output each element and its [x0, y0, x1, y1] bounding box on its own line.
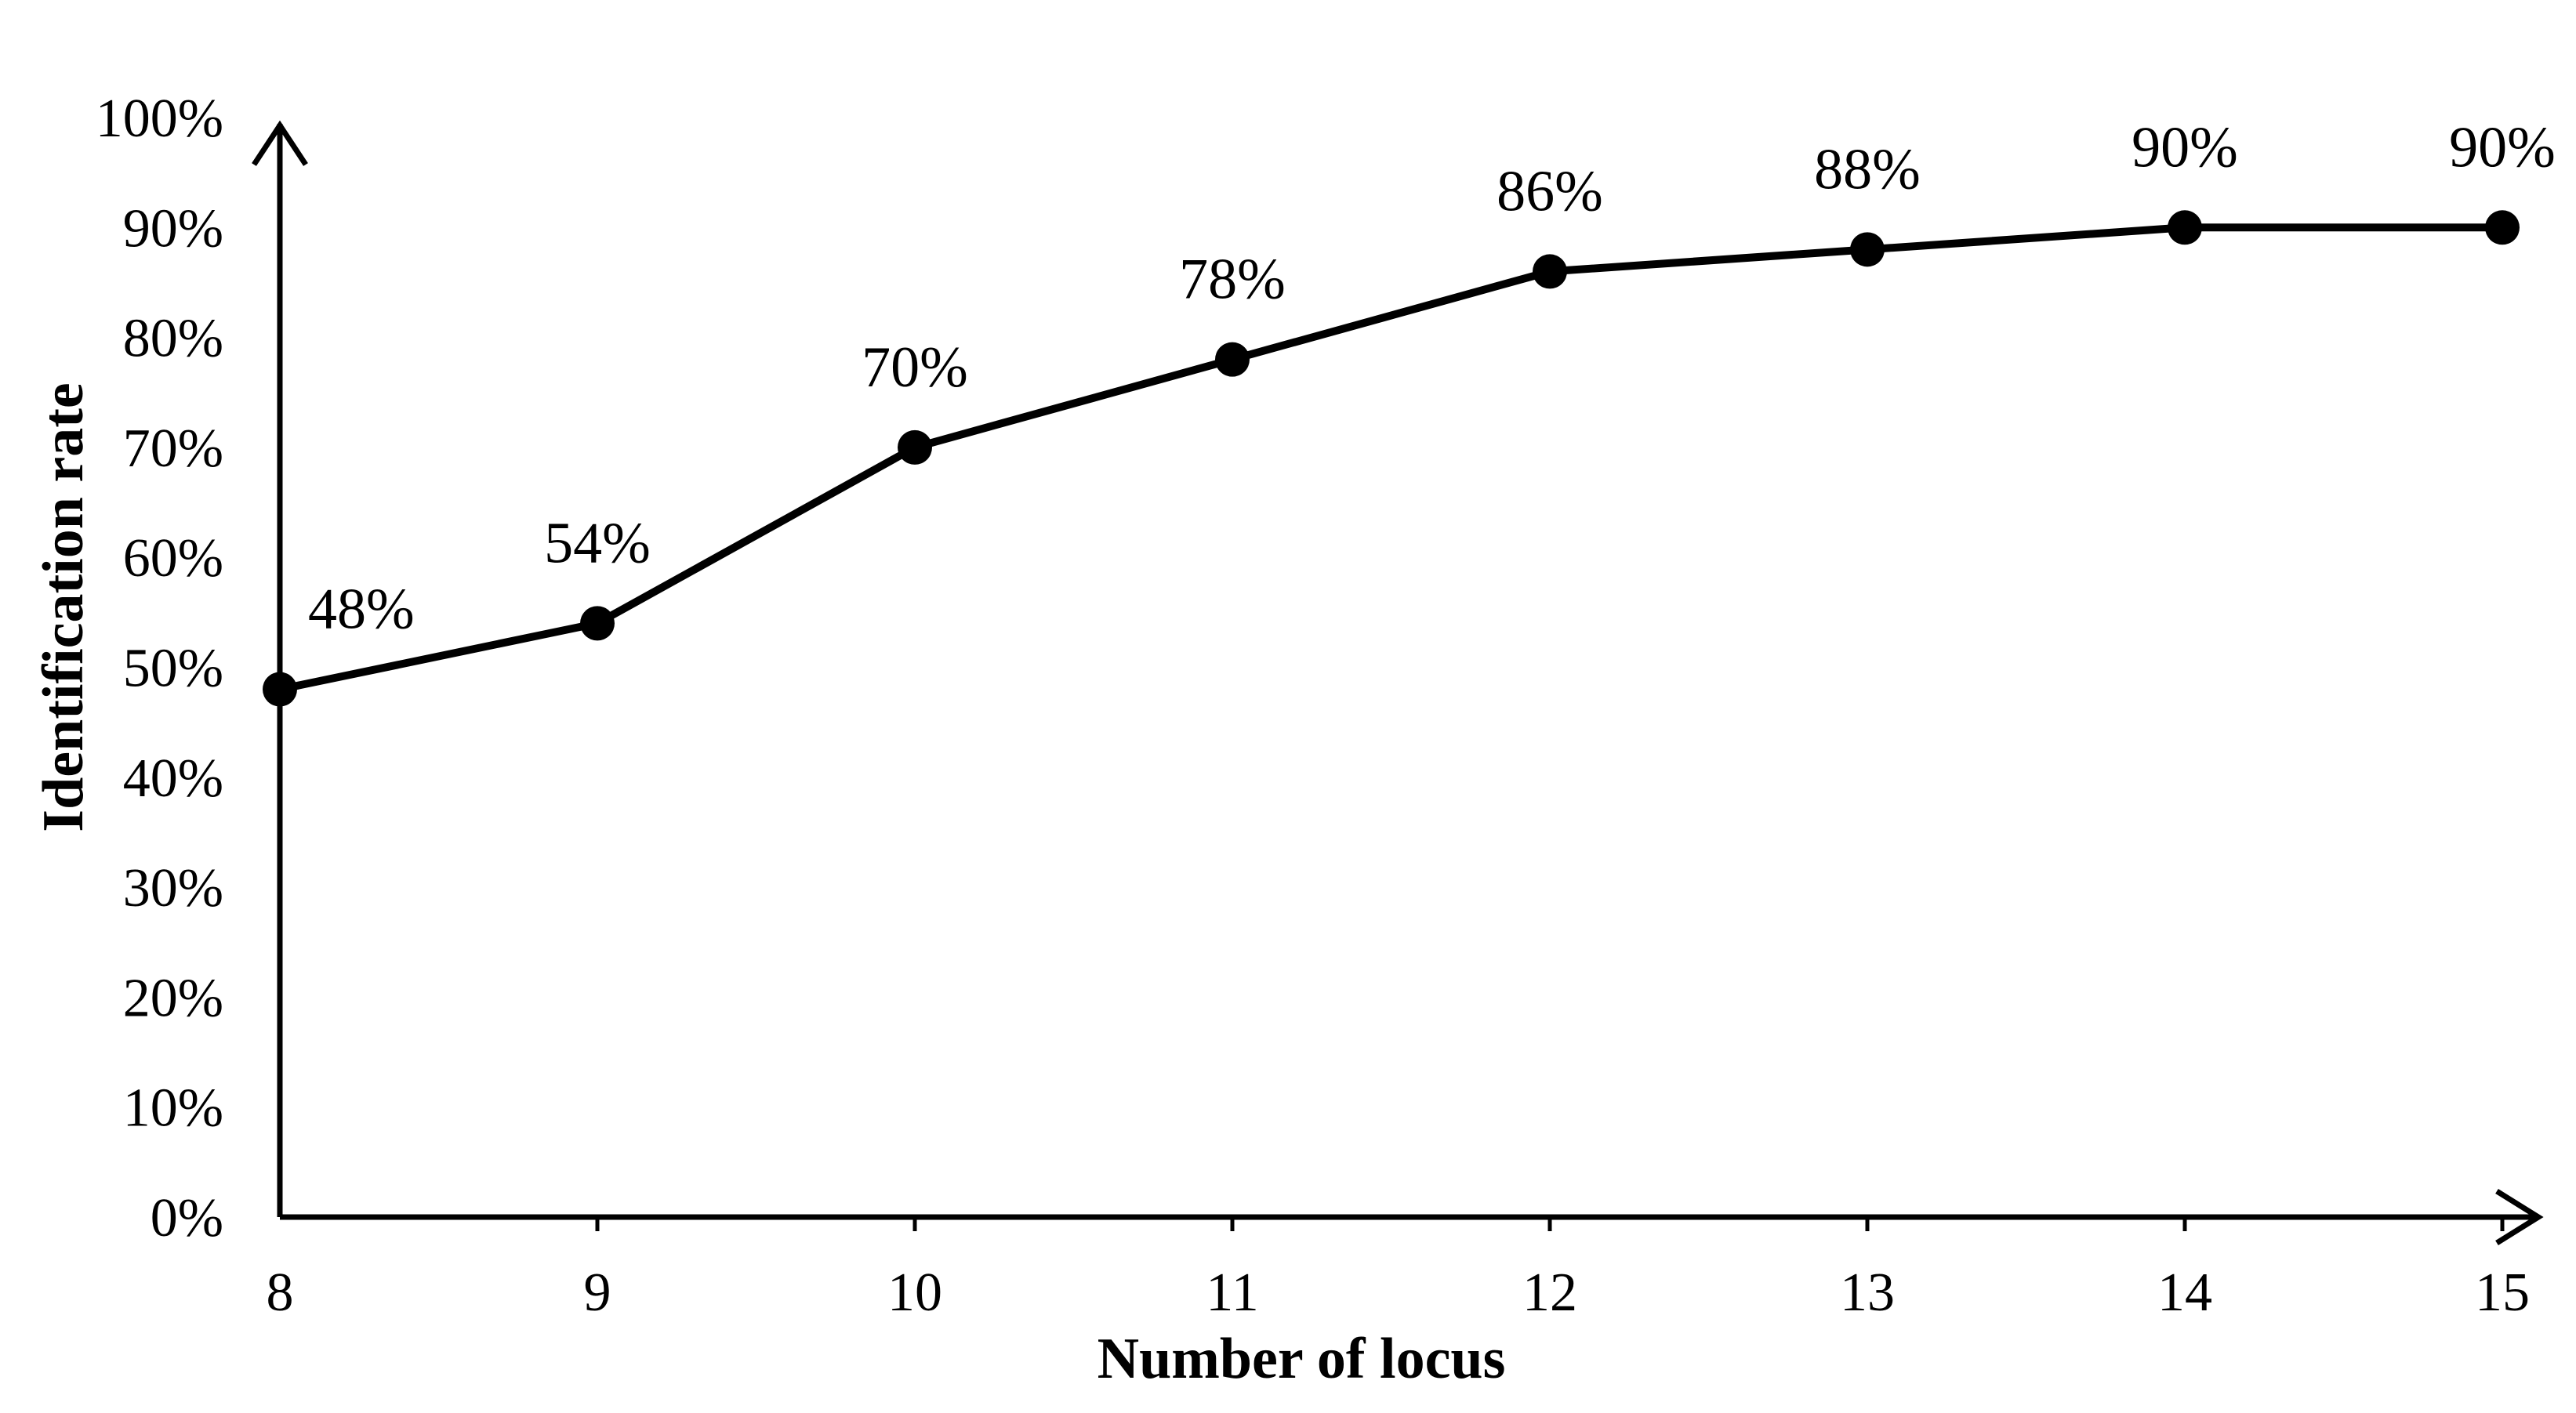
data-point: [263, 672, 297, 707]
y-tick-label: 100%: [96, 89, 223, 149]
y-axis-title: Identification rate: [31, 382, 96, 831]
y-axis-ticks: 0% 10% 20% 30% 40% 50% 60% 70% 80% 90% 100%: [96, 89, 223, 1248]
data-label: 86%: [1497, 159, 1603, 223]
y-tick-label: 40%: [123, 748, 223, 809]
data-label: 70%: [862, 335, 968, 400]
x-tick-label: 11: [1206, 1263, 1258, 1323]
data-label: 88%: [1814, 137, 1921, 201]
x-tick-label: 15: [2475, 1263, 2530, 1323]
data-point: [580, 606, 615, 641]
y-tick-label: 0%: [151, 1188, 223, 1248]
x-axis-title: Number of locus: [1098, 1327, 1506, 1391]
data-point: [2168, 210, 2202, 245]
data-point: [1850, 232, 1885, 267]
x-axis-ticks: 8 9 10 11 12 13 14 15: [267, 1217, 2530, 1323]
x-tick-label: 8: [267, 1263, 294, 1323]
y-tick-label: 70%: [123, 418, 223, 479]
series-group: [263, 210, 2520, 707]
x-tick-label: 12: [1522, 1263, 1577, 1323]
x-tick-label: 9: [584, 1263, 611, 1323]
y-axis-arrow: [252, 120, 308, 166]
axes: [252, 120, 2544, 1245]
data-label: 48%: [308, 578, 415, 642]
y-tick-label: 30%: [123, 858, 223, 918]
x-axis-arrow: [2495, 1189, 2544, 1245]
data-label: 90%: [2449, 115, 2556, 179]
x-tick-label: 10: [887, 1263, 942, 1323]
data-label: 78%: [1179, 248, 1286, 312]
data-label: 90%: [2132, 115, 2238, 179]
x-tick-label: 14: [2157, 1263, 2212, 1323]
data-label: 54%: [544, 511, 651, 575]
y-tick-label: 50%: [123, 639, 223, 699]
data-point: [2485, 210, 2520, 245]
series-line: [278, 223, 2502, 694]
data-point: [898, 429, 932, 465]
x-tick-label: 13: [1840, 1263, 1895, 1323]
data-point: [1533, 254, 1567, 289]
data-point: [1215, 342, 1250, 377]
y-tick-label: 10%: [123, 1078, 223, 1139]
y-tick-label: 80%: [123, 309, 223, 369]
y-tick-label: 20%: [123, 968, 223, 1028]
y-tick-label: 90%: [123, 198, 223, 259]
y-tick-label: 60%: [123, 528, 223, 589]
data-labels: 48% 54% 70% 78% 86% 88% 90% 90%: [308, 115, 2556, 641]
